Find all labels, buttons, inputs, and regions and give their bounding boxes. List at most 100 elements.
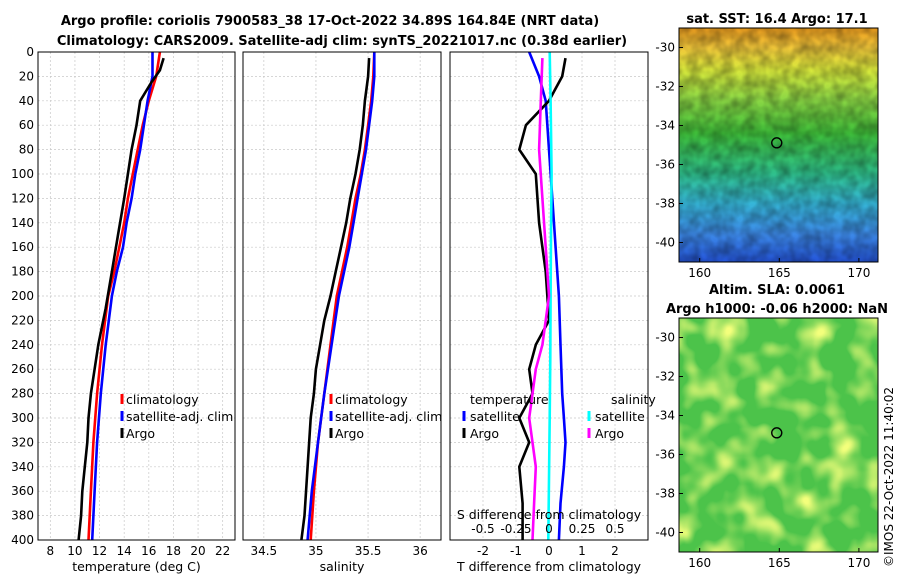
y-tick-label: 200 xyxy=(11,289,34,303)
salinity-panel: 34.5 35 35.5 36 salinity climatology satellite… xyxy=(242,51,442,574)
x-tick-label: 18 xyxy=(166,544,181,558)
x-tick-label: 10 xyxy=(67,544,82,558)
y-tick-label: 300 xyxy=(11,411,34,425)
map-y-tick-label: -36 xyxy=(655,158,675,172)
y-tick-label: 100 xyxy=(11,167,34,181)
map-y-tick-label: -32 xyxy=(655,80,675,94)
legend-label: satellite-adj. clim xyxy=(126,409,233,424)
map-y-tick-label: -32 xyxy=(655,370,675,384)
series-line-argo xyxy=(77,57,165,541)
sst-map: 160 165 170 -30 -32 -34 -36 -38 -40 xyxy=(655,27,879,280)
y-tick-label: 260 xyxy=(11,362,34,376)
series-line-satellite-adj-clim xyxy=(306,52,376,541)
salinity-tick-label: 0 xyxy=(545,522,553,536)
map-y-tick-label: -38 xyxy=(655,487,675,501)
series-line-temperature-satellite xyxy=(527,51,567,541)
y-tick-label: 340 xyxy=(11,460,34,474)
sla-map: 160 165 170 -30 -32 -34 -36 -38 -40 xyxy=(655,317,879,570)
y-tick-label: 280 xyxy=(11,387,34,401)
legend-label: satellite xyxy=(470,409,520,424)
figure-title-line2: Climatology: CARS2009. Satellite-adj cli… xyxy=(57,34,627,49)
figure-title-line1: Argo profile: coriolis 7900583_38 17-Oct… xyxy=(61,14,599,29)
x-tick-label: 2 xyxy=(611,544,619,558)
map-y-tick-label: -30 xyxy=(655,41,675,55)
y-tick-label: 120 xyxy=(11,191,34,205)
y-tick-label: 40 xyxy=(19,94,34,108)
y-tick-label: 380 xyxy=(11,509,34,523)
x-tick-label: 0 xyxy=(545,544,553,558)
x-tick-label: 14 xyxy=(117,544,132,558)
sla-map-title-line1: Altim. SLA: 0.0061 xyxy=(709,283,845,298)
legend-title-temperature: temperature xyxy=(470,392,549,407)
sst-argo-marker xyxy=(771,137,783,149)
series-line-salinity-satellite xyxy=(547,51,553,541)
salinity-tick-label: 0.5 xyxy=(605,522,624,536)
y-tick-label: 320 xyxy=(11,435,34,449)
legend-label: Argo xyxy=(335,426,364,441)
difference-panel: -2 -1 0 1 2T difference from climatology temp… xyxy=(449,51,656,574)
map-x-tick-label: 170 xyxy=(847,556,870,570)
legend-label: Argo xyxy=(595,426,624,441)
temperature-panel: 0 20 40 60 80 100 120 140 160 180 200 220 240 260 280 3… xyxy=(11,45,236,574)
y-tick-label: 180 xyxy=(11,265,34,279)
map-y-tick-label: -34 xyxy=(655,119,675,133)
x-tick-label: -1 xyxy=(510,544,522,558)
x-tick-label: 1 xyxy=(578,544,586,558)
map-y-tick-label: -40 xyxy=(655,236,675,250)
y-tick-label: 0 xyxy=(26,45,34,59)
x-axis-label-salinity: S difference from climatology xyxy=(457,507,642,522)
map-y-tick-label: -36 xyxy=(655,448,675,462)
series-line-temperature-argo xyxy=(517,57,567,540)
map-y-tick-label: -34 xyxy=(655,409,675,423)
x-tick-label: 36 xyxy=(413,544,428,558)
x-tick-label: 34.5 xyxy=(250,544,277,558)
x-tick-label: 35 xyxy=(308,544,323,558)
map-x-tick-label: 160 xyxy=(688,266,711,280)
sst-texture xyxy=(679,28,878,262)
plot-frame xyxy=(242,51,442,541)
y-tick-label: 20 xyxy=(19,69,34,83)
imos-watermark: ©IMOS 22-Oct-2022 11:40:02 xyxy=(882,387,896,567)
y-tick-label: 80 xyxy=(19,143,34,157)
map-y-tick-label: -30 xyxy=(655,331,675,345)
legend-label: Argo xyxy=(126,426,155,441)
x-tick-label: 16 xyxy=(141,544,156,558)
sla-argo-marker xyxy=(771,427,783,439)
y-tick-label: 160 xyxy=(11,240,34,254)
x-tick-label: 35.5 xyxy=(355,544,382,558)
salinity-tick-label: 0.25 xyxy=(569,522,596,536)
legend-label: Argo xyxy=(470,426,499,441)
x-tick-label: 12 xyxy=(92,544,107,558)
x-tick-label: 22 xyxy=(215,544,230,558)
y-tick-label: 360 xyxy=(11,484,34,498)
y-tick-label: 220 xyxy=(11,313,34,327)
plot-frame xyxy=(37,51,236,541)
map-x-tick-label: 165 xyxy=(768,266,791,280)
x-axis-label: T difference from climatology xyxy=(456,559,642,574)
legend-label: climatology xyxy=(335,392,408,407)
series-line-salinity-argo xyxy=(527,58,551,541)
series-line-satellite-adj-clim xyxy=(90,52,154,541)
legend-title-salinity: salinity xyxy=(611,392,656,407)
map-x-tick-label: 170 xyxy=(847,266,870,280)
sst-map-frame xyxy=(678,27,879,263)
x-tick-label: 20 xyxy=(190,544,205,558)
salinity-tick-label: -0.5 xyxy=(471,522,494,536)
x-tick-label: -2 xyxy=(477,544,489,558)
map-y-tick-label: -40 xyxy=(655,526,675,540)
plot-frame xyxy=(449,51,649,541)
legend-label: satellite-adj. clim xyxy=(335,409,442,424)
map-y-tick-label: -38 xyxy=(655,197,675,211)
sla-map-frame xyxy=(678,317,879,553)
y-tick-label: 60 xyxy=(19,118,34,132)
legend-label: climatology xyxy=(126,392,199,407)
map-x-tick-label: 165 xyxy=(768,556,791,570)
y-tick-label: 400 xyxy=(11,533,34,547)
series-line-argo xyxy=(300,58,371,541)
x-tick-label: 8 xyxy=(46,544,54,558)
y-tick-label: 140 xyxy=(11,216,34,230)
sst-map-title: sat. SST: 16.4 Argo: 17.1 xyxy=(686,12,867,27)
sla-map-title-line2: Argo h1000: -0.06 h2000: NaN xyxy=(666,302,888,317)
x-axis-label: temperature (deg C) xyxy=(72,559,201,574)
